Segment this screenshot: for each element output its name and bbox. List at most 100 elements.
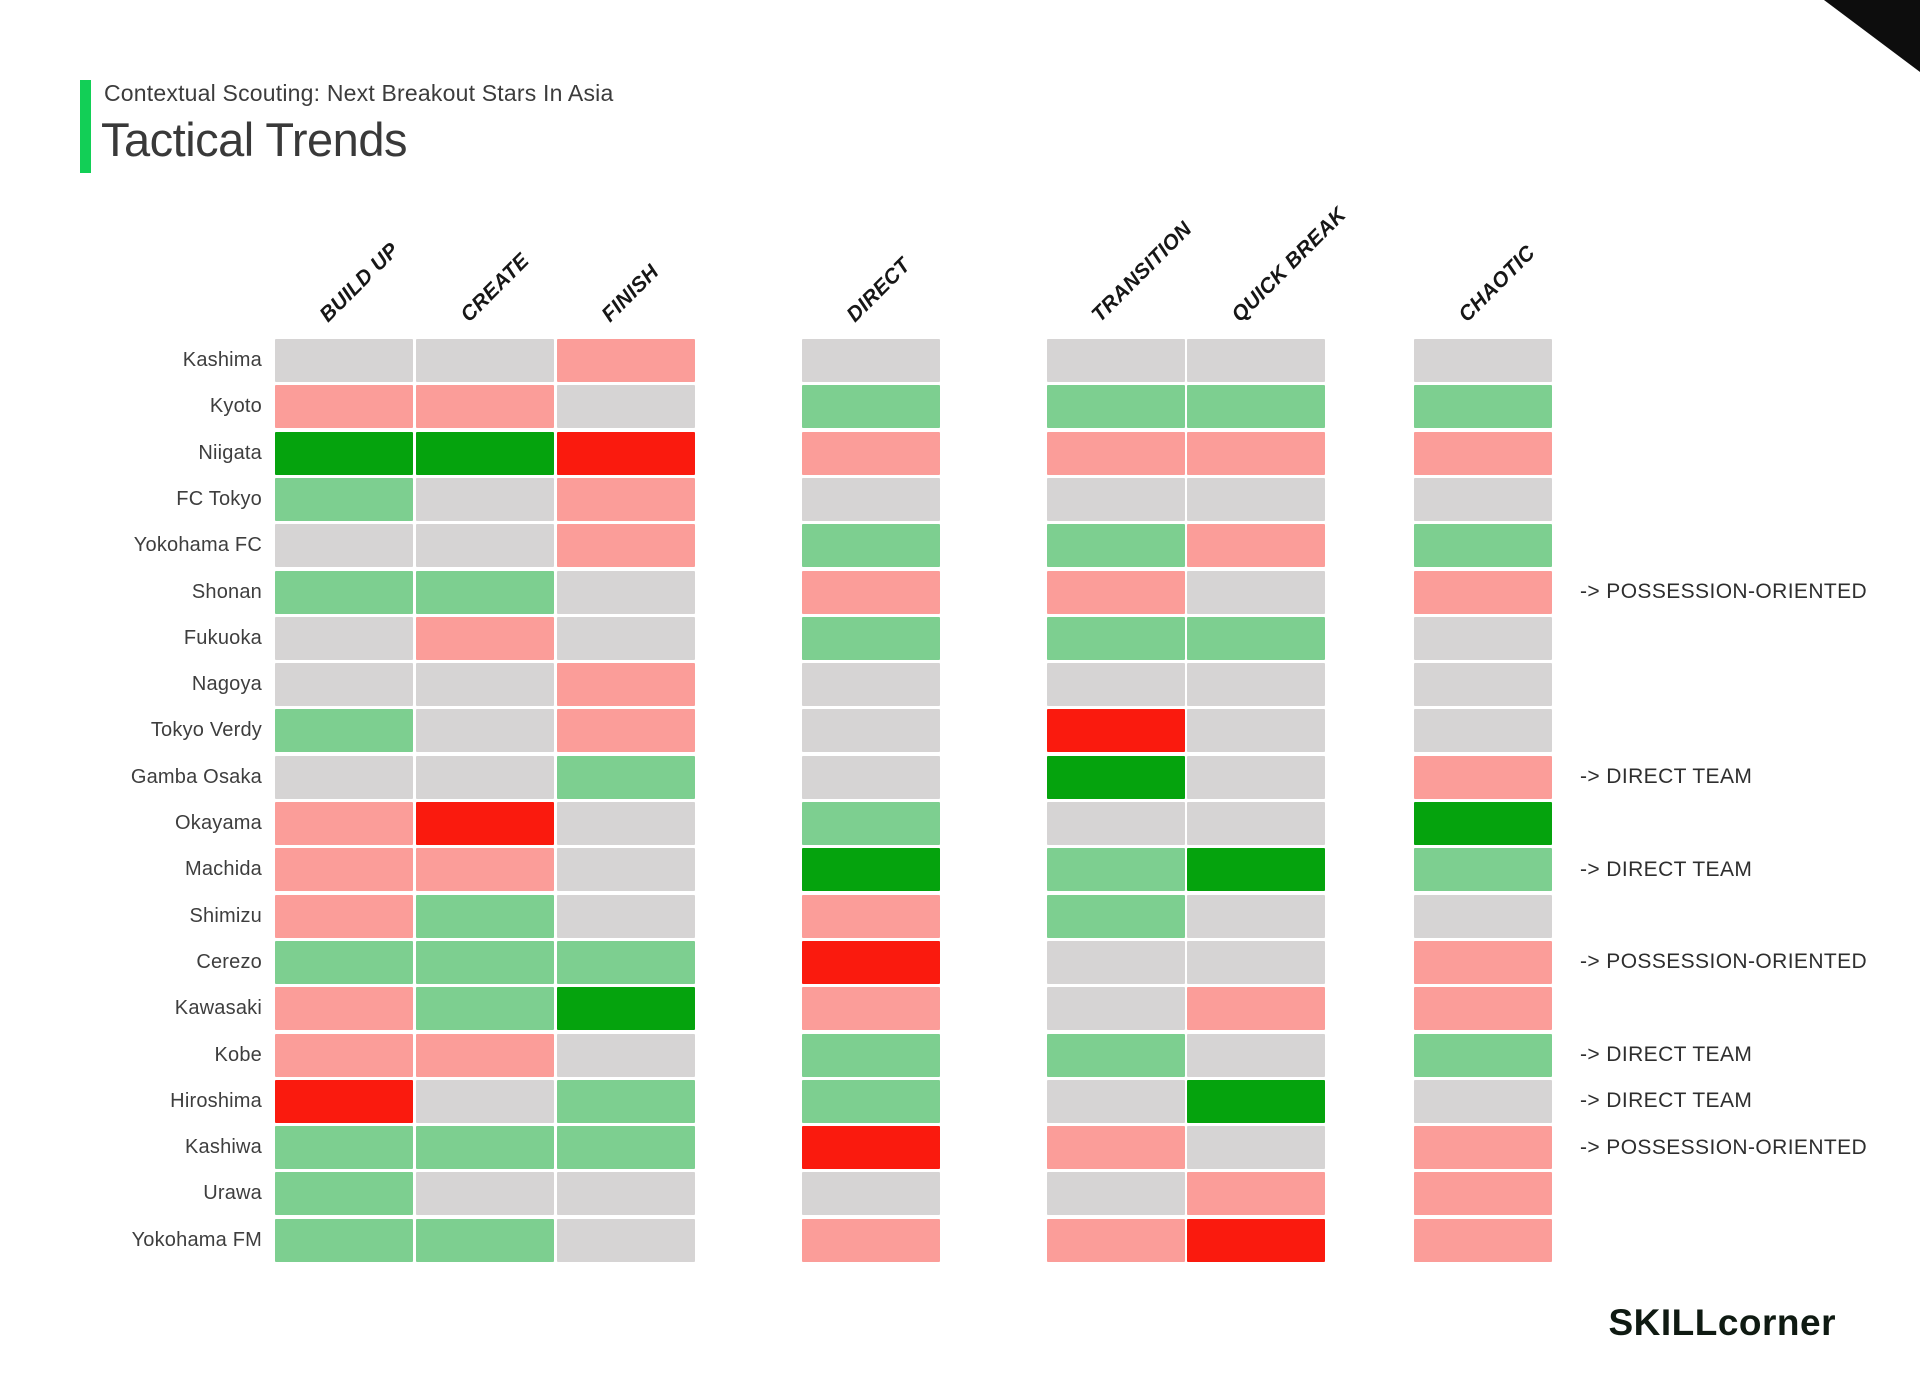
- heatmap-cell-kashiwa-chaotic: [1414, 1126, 1552, 1170]
- heatmap-cell-kashiwa-finish: [557, 1126, 695, 1170]
- heatmap-cell-shimizu-transition: [1047, 894, 1185, 938]
- team-label-cerezo: Cerezo: [196, 950, 262, 973]
- heatmap-cell-shonan-direct: [802, 570, 940, 614]
- heatmap-cell-kobe-quick-break: [1187, 1033, 1325, 1077]
- heatmap-cell-tokyo-verdy-chaotic: [1414, 709, 1552, 753]
- heatmap-cell-kyoto-transition: [1047, 385, 1185, 429]
- team-label-okayama: Okayama: [175, 812, 262, 834]
- heatmap-cell-fukuoka-chaotic: [1414, 616, 1552, 660]
- heatmap-cell-yokohama-fc-build-up: [275, 524, 413, 568]
- heatmap-cell-tokyo-verdy-create: [416, 709, 554, 753]
- heatmap-cell-machida-direct: [802, 848, 940, 892]
- heatmap-cell-hiroshima-chaotic: [1414, 1079, 1552, 1123]
- heatmap-cell-kawasaki-quick-break: [1187, 987, 1325, 1031]
- annotation-kashiwa: -> POSSESSION-ORIENTED: [1580, 1135, 1868, 1159]
- heatmap-cell-okayama-chaotic: [1414, 802, 1552, 845]
- heatmap-cell-nagoya-quick-break: [1187, 663, 1325, 707]
- heatmap-cell-machida-transition: [1047, 848, 1185, 892]
- heatmap-cell-kashiwa-build-up: [275, 1126, 413, 1170]
- heatmap-cell-cerezo-direct: [802, 940, 940, 984]
- heatmap-cell-gamba-osaka-transition: [1047, 755, 1185, 799]
- team-label-fc-tokyo: FC Tokyo: [176, 487, 262, 510]
- heatmap-cell-nagoya-chaotic: [1414, 663, 1552, 707]
- heatmap-cell-shonan-build-up: [275, 570, 413, 614]
- heatmap-cell-machida-quick-break: [1187, 848, 1325, 892]
- heatmap-cell-machida-finish: [557, 848, 695, 892]
- column-header-chaotic: CHAOTIC: [1454, 241, 1540, 327]
- heatmap-cell-hiroshima-create: [416, 1079, 554, 1123]
- heatmap-cell-niigata-transition: [1047, 431, 1185, 475]
- heatmap-cell-cerezo-chaotic: [1414, 940, 1552, 984]
- heatmap-cell-okayama-direct: [802, 802, 940, 845]
- skillcorner-logo: SKILLcorner: [1608, 1302, 1836, 1343]
- heatmap-cell-tokyo-verdy-direct: [802, 709, 940, 753]
- team-label-urawa: Urawa: [203, 1182, 262, 1205]
- heatmap-cell-okayama-finish: [557, 802, 695, 845]
- heatmap-cell-shonan-quick-break: [1187, 570, 1325, 614]
- heatmap-cell-fc-tokyo-quick-break: [1187, 477, 1325, 521]
- heatmap-cell-kobe-direct: [802, 1033, 940, 1077]
- heatmap-cell-gamba-osaka-direct: [802, 755, 940, 799]
- heatmap-cell-niigata-create: [416, 431, 554, 475]
- heatmap-cell-kashiwa-quick-break: [1187, 1126, 1325, 1170]
- team-label-gamba-osaka: Gamba Osaka: [130, 765, 262, 788]
- heatmap-cell-urawa-chaotic: [1414, 1172, 1552, 1216]
- heatmap-cell-kashiwa-direct: [802, 1126, 940, 1170]
- heatmap-cell-fukuoka-transition: [1047, 616, 1185, 660]
- heatmap-cell-kyoto-finish: [557, 385, 695, 429]
- heatmap-cell-shimizu-finish: [557, 894, 695, 938]
- annotation-machida: -> DIRECT TEAM: [1580, 857, 1753, 881]
- column-header-build-up: BUILD UP: [315, 238, 404, 327]
- heatmap-cell-shimizu-create: [416, 894, 554, 938]
- heatmap-cell-yokohama-fm-create: [416, 1218, 554, 1262]
- heatmap-cell-shonan-create: [416, 570, 554, 614]
- heatmap-cell-kashima-transition: [1047, 339, 1185, 382]
- column-header-finish: FINISH: [597, 260, 664, 327]
- heatmap-cell-fc-tokyo-build-up: [275, 477, 413, 521]
- team-label-kashiwa: Kashiwa: [185, 1136, 262, 1159]
- heatmap-cell-kashima-finish: [557, 339, 695, 382]
- heatmap-cell-tokyo-verdy-transition: [1047, 709, 1185, 753]
- heatmap-cell-niigata-finish: [557, 431, 695, 475]
- heatmap-cell-hiroshima-build-up: [275, 1079, 413, 1123]
- heatmap-cell-machida-build-up: [275, 848, 413, 892]
- heatmap-cell-nagoya-build-up: [275, 663, 413, 707]
- heatmap-cell-kashima-direct: [802, 339, 940, 382]
- heatmap-cell-cerezo-quick-break: [1187, 940, 1325, 984]
- team-label-machida: Machida: [185, 858, 262, 881]
- heatmap-cell-niigata-direct: [802, 431, 940, 475]
- heatmap-cell-kyoto-create: [416, 385, 554, 429]
- heatmap-cell-shonan-finish: [557, 570, 695, 614]
- team-label-shonan: Shonan: [191, 580, 262, 603]
- team-label-yokohama-fc: Yokohama FC: [133, 534, 262, 557]
- heatmap-cell-shimizu-direct: [802, 894, 940, 938]
- heatmap-cell-shimizu-chaotic: [1414, 894, 1552, 938]
- heatmap-cell-fc-tokyo-finish: [557, 477, 695, 521]
- heatmap-cell-yokohama-fc-transition: [1047, 524, 1185, 568]
- heatmap-cell-kobe-finish: [557, 1033, 695, 1077]
- heatmap-cell-kobe-chaotic: [1414, 1033, 1552, 1077]
- heatmap-cell-kashima-quick-break: [1187, 339, 1325, 382]
- annotation-gamba-osaka: -> DIRECT TEAM: [1580, 765, 1753, 789]
- heatmap-cell-yokohama-fm-quick-break: [1187, 1218, 1325, 1262]
- page-title: Tactical Trends: [101, 113, 407, 166]
- heatmap-cell-cerezo-build-up: [275, 940, 413, 984]
- heatmap-cell-kawasaki-transition: [1047, 987, 1185, 1031]
- heatmap-cell-cerezo-transition: [1047, 940, 1185, 984]
- heatmap-cell-niigata-chaotic: [1414, 431, 1552, 475]
- team-label-kashima: Kashima: [182, 349, 262, 371]
- heatmap-cell-fc-tokyo-direct: [802, 477, 940, 521]
- heatmap-cell-yokohama-fm-build-up: [275, 1218, 413, 1262]
- team-label-kawasaki: Kawasaki: [174, 997, 262, 1020]
- heatmap-cell-kawasaki-build-up: [275, 987, 413, 1031]
- heatmap-cell-shonan-chaotic: [1414, 570, 1552, 614]
- heatmap-cell-gamba-osaka-finish: [557, 755, 695, 799]
- heatmap-cell-kyoto-quick-break: [1187, 385, 1325, 429]
- heatmap-cell-fukuoka-direct: [802, 616, 940, 660]
- heatmap-cell-nagoya-finish: [557, 663, 695, 707]
- heatmap-cell-kashiwa-transition: [1047, 1126, 1185, 1170]
- annotation-hiroshima: -> DIRECT TEAM: [1580, 1089, 1753, 1113]
- heatmap-cell-fukuoka-create: [416, 616, 554, 660]
- heatmap-cell-fc-tokyo-create: [416, 477, 554, 521]
- heatmap-cell-kashima-chaotic: [1414, 339, 1552, 382]
